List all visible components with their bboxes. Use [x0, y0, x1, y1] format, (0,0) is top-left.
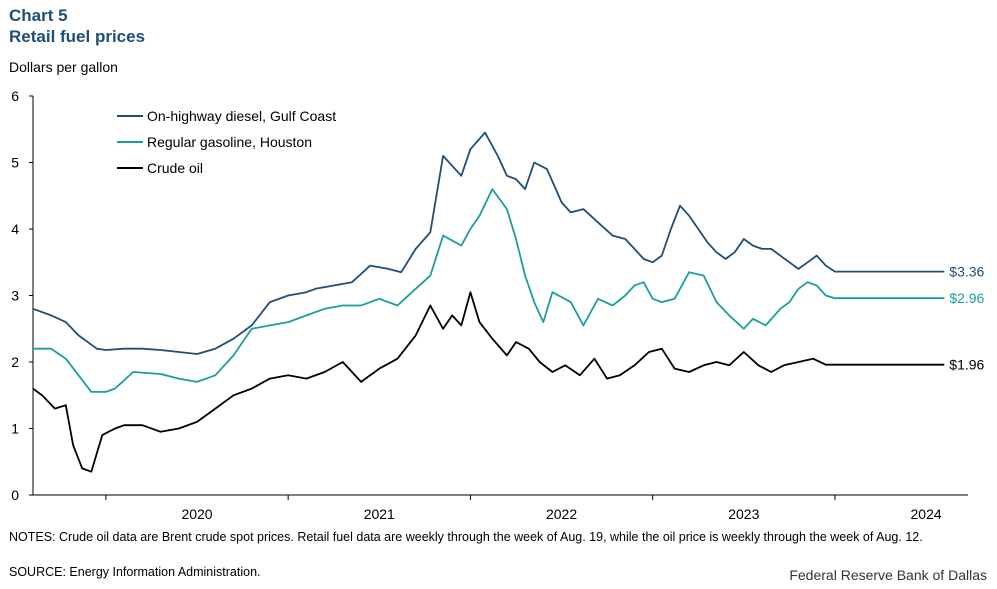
y-tick-label: 1 [11, 421, 19, 437]
series-line-3 [32, 291, 945, 473]
y-tick-label: 3 [11, 288, 19, 304]
legend-label: On-highway diesel, Gulf Coast [147, 108, 336, 124]
x-tick-label: 2021 [364, 506, 395, 522]
y-tick-label: 5 [11, 155, 19, 171]
legend-label: Crude oil [147, 160, 203, 176]
x-tick-label: 2024 [911, 506, 942, 522]
chart-source: SOURCE: Energy Information Administratio… [9, 565, 261, 579]
publisher-credit: Federal Reserve Bank of Dallas [789, 567, 987, 583]
x-tick-label: 2020 [181, 506, 212, 522]
y-tick-label: 2 [11, 354, 19, 370]
chart-area: 0 1 2 3 4 5 6 2020 2021 2022 2023 2024 $3.36 $2.96 $1.… [11, 88, 984, 522]
series-line-2 [33, 188, 945, 393]
chart-notes: NOTES: Crude oil data are Brent crude sp… [9, 530, 923, 544]
y-tick-label: 6 [11, 88, 19, 104]
y-axis-unit-label: Dollars per gallon [9, 59, 118, 75]
y-tick-label: 0 [11, 487, 19, 503]
legend-label: Regular gasoline, Houston [147, 134, 312, 150]
series-end-label: $1.96 [949, 357, 984, 373]
series-line-1 [32, 131, 945, 355]
chart-title: Retail fuel prices [9, 27, 146, 46]
y-tick-label: 4 [11, 221, 19, 237]
series-end-label: $3.36 [949, 264, 984, 280]
chart-number: Chart 5 [9, 6, 68, 25]
x-tick-label: 2022 [546, 506, 577, 522]
x-tick-label: 2023 [728, 506, 759, 522]
series-end-label: $2.96 [949, 290, 984, 306]
